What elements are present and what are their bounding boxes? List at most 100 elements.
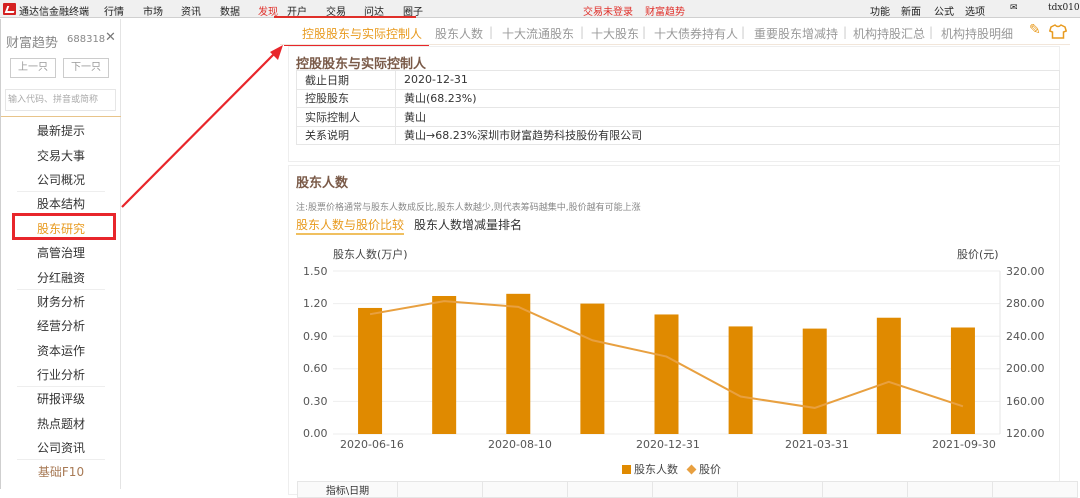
sidebar-item-company-overview[interactable]: 公司概况 <box>36 173 85 187</box>
menu-item-formula[interactable]: 公式 <box>934 7 954 18</box>
trade-login-status[interactable]: 交易未登录 <box>583 7 633 18</box>
divider <box>280 44 1070 45</box>
table-row: 关系说明 黄山→68.23%深圳市财富趋势科技股份有限公司 <box>296 125 1060 145</box>
legend-label[interactable]: 股东人数 <box>634 463 678 476</box>
sidebar-item-trade-events[interactable]: 交易大事 <box>36 149 85 163</box>
tab-separator: | <box>929 25 934 39</box>
table-header-cell <box>482 481 568 498</box>
table-row: 实际控制人 黄山 <box>296 107 1060 127</box>
controller-title: 控股股东与实际控制人 <box>296 57 427 72</box>
table-header-cell <box>822 481 908 498</box>
menu-item-discover[interactable]: 发现 <box>258 7 278 18</box>
row-label: 实际控制人 <box>296 107 396 127</box>
sidebar-item-basic-f10[interactable]: 基础F10 <box>37 465 85 479</box>
sidebar-item-latest-tips[interactable]: 最新提示 <box>36 124 85 138</box>
right-axis-title: 股价(元) <box>957 248 999 261</box>
sidebar-item-shareholder-research[interactable]: 股东研究 <box>36 222 85 236</box>
message-icon[interactable]: ✉ <box>1010 3 1018 13</box>
menu-item-function[interactable]: 功能 <box>870 7 890 18</box>
highlight-box-sidebar <box>12 213 116 240</box>
table-header-cell <box>397 481 483 498</box>
legend-label[interactable]: 股价 <box>699 463 721 476</box>
divider <box>17 459 105 460</box>
tab-top10-bond[interactable]: 十大债券持有人 <box>654 27 739 41</box>
sidebar-item-financial-analysis[interactable]: 财务分析 <box>36 295 85 309</box>
table-header-cell <box>737 481 823 498</box>
x-tick: 2020-12-31 <box>636 438 700 451</box>
menu-item-ask[interactable]: 问达 <box>364 7 384 18</box>
chart-legend: 股东人数 股价 <box>622 461 721 477</box>
next-stock-button[interactable]: 下一只 <box>63 58 109 78</box>
holders-data-table: 指标\日期 <box>297 481 1078 498</box>
menu-item-data[interactable]: 数据 <box>220 7 240 18</box>
menu-item-quotes[interactable]: 行情 <box>104 7 124 18</box>
tab-controller[interactable]: 控股股东与实际控制人 <box>302 27 423 41</box>
row-value: 黄山→68.23%深圳市财富趋势科技股份有限公司 <box>395 125 1060 145</box>
y-tick-right: 280.00 <box>1006 297 1045 310</box>
tab-top10-float[interactable]: 十大流通股东 <box>502 27 575 41</box>
x-tick: 2020-06-16 <box>340 438 404 451</box>
sidebar-item-capital-operation[interactable]: 资本运作 <box>36 344 85 358</box>
tab-institution-summary[interactable]: 机构持股汇总 <box>853 27 926 41</box>
tab-separator: | <box>580 25 585 39</box>
subtab-holders-change-rank[interactable]: 股东人数增减量排名 <box>414 218 523 232</box>
table-header-row: 指标\日期 <box>297 481 1078 498</box>
sidebar-item-dividend-financing[interactable]: 分红融资 <box>36 271 85 285</box>
edit-icon[interactable]: ✎ <box>1029 22 1041 38</box>
y-tick-right: 320.00 <box>1006 265 1045 278</box>
module-name: 财富趋势 <box>645 7 685 18</box>
holder-note: 注:股票价格通常与股东人数成反比,股东人数越少,则代表筹码越集中,股价越有可能上… <box>296 203 641 213</box>
menu-underline <box>274 16 416 18</box>
prev-stock-button[interactable]: 上一只 <box>10 58 56 78</box>
menu-item-open-account[interactable]: 开户 <box>287 7 307 18</box>
sidebar-item-share-structure[interactable]: 股本结构 <box>36 197 85 211</box>
x-tick: 2021-03-31 <box>785 438 849 451</box>
subtab-holders-vs-price[interactable]: 股东人数与股价比较 <box>296 216 405 235</box>
controller-table: 截止日期 2020-12-31 控股股东 黄山(68.23%) 实际控制人 黄山 关系… <box>296 70 1060 145</box>
sidebar-item-operation-analysis[interactable]: 经营分析 <box>36 319 85 333</box>
tab-separator: | <box>843 25 848 39</box>
tab-major-changes[interactable]: 重要股东增减持 <box>754 27 839 41</box>
left-axis-title: 股东人数(万户) <box>333 248 408 261</box>
table-row: 截止日期 2020-12-31 <box>296 70 1060 90</box>
menu-bar: 通达信金融终端 行情 市场 资讯 数据 发现 开户 交易 问达 圈子 交易未登录… <box>0 0 1080 18</box>
menu-item-new-page[interactable]: 新面 <box>901 7 921 18</box>
sidebar-item-governance[interactable]: 高管治理 <box>36 246 85 260</box>
divider <box>1 116 121 117</box>
divider <box>17 191 105 192</box>
skin-shirt-icon[interactable] <box>1049 24 1067 39</box>
row-label: 关系说明 <box>296 125 396 145</box>
x-tick: 2021-09-30 <box>932 438 996 451</box>
y-tick: 0.60 <box>303 362 328 375</box>
menu-item-options[interactable]: 选项 <box>965 7 985 18</box>
y-tick-right: 160.00 <box>1006 395 1045 408</box>
table-header-cell <box>992 481 1078 498</box>
y-tick: 1.20 <box>303 297 328 310</box>
menu-item-news[interactable]: 资讯 <box>181 7 201 18</box>
tab-holder-count[interactable]: 股东人数 <box>435 27 484 41</box>
sidebar-item-industry-analysis[interactable]: 行业分析 <box>36 368 85 382</box>
app-logo-icon <box>3 3 16 15</box>
close-icon[interactable]: ✕ <box>105 30 116 45</box>
menu-item-circle[interactable]: 圈子 <box>403 7 423 18</box>
legend-bar-icon <box>622 465 631 474</box>
menu-item-market[interactable]: 市场 <box>143 7 163 18</box>
tab-institution-detail[interactable]: 机构持股明细 <box>941 27 1014 41</box>
divider <box>17 386 105 387</box>
tab-separator: | <box>642 25 647 39</box>
sidebar-item-company-news[interactable]: 公司资讯 <box>36 441 85 455</box>
stock-search-input[interactable]: 输入代码、拼音或简称 <box>5 89 116 111</box>
divider <box>17 289 105 290</box>
y-tick: 1.50 <box>303 265 328 278</box>
user-id[interactable]: tdx010 <box>1048 3 1080 13</box>
tab-separator: | <box>741 25 746 39</box>
app-title: 通达信金融终端 <box>19 7 89 18</box>
menu-item-trade[interactable]: 交易 <box>326 7 346 18</box>
table-header-cell: 指标\日期 <box>297 481 398 498</box>
sidebar-item-hot-topics[interactable]: 热点题材 <box>36 417 85 431</box>
tab-top10-holders[interactable]: 十大股东 <box>591 27 640 41</box>
sidebar: 财富趋势 688318 ✕ 上一只 下一只 输入代码、拼音或简称 最新提示 交易… <box>0 19 121 489</box>
sidebar-item-research-rating[interactable]: 研报评级 <box>36 392 85 406</box>
